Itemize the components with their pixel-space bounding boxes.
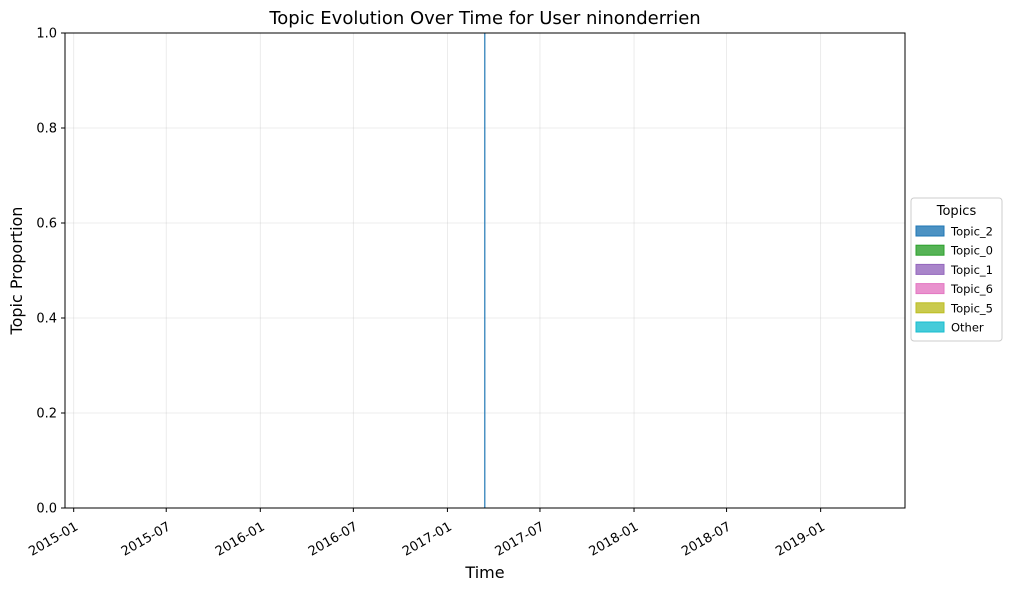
legend-label-topic_1: Topic_1 [950, 263, 993, 277]
y-tick-label: 1.0 [36, 27, 57, 42]
x-tick-label: 2016-01 [213, 519, 268, 559]
x-tick-label: 2019-01 [773, 519, 828, 559]
x-tick-label: 2017-07 [493, 519, 548, 559]
legend-swatch-topic_5 [915, 302, 945, 314]
x-tick-label: 2015-07 [119, 519, 174, 559]
legend-swatch-topic_1 [915, 263, 945, 275]
y-tick-label: 0.2 [36, 407, 57, 422]
y-tick-label: 0.6 [36, 217, 57, 232]
legend-swatch-other [915, 321, 945, 333]
chart-title: Topic Evolution Over Time for User ninon… [268, 8, 700, 29]
y-tick-label: 0.0 [36, 502, 57, 517]
x-tick-label: 2018-01 [587, 519, 642, 559]
y-tick-label: 0.8 [36, 122, 57, 137]
x-tick-label: 2015-01 [26, 519, 81, 559]
legend-swatch-topic_6 [915, 283, 945, 295]
y-axis-label: Topic Proportion [7, 207, 26, 336]
legend-label-topic_0: Topic_0 [950, 244, 993, 258]
legend-label-topic_5: Topic_5 [950, 301, 993, 315]
legend: Topics Topic_2 Topic_0 Topic_1 Topic_6 Topic… [910, 197, 1003, 342]
x-tick-label: 2017-01 [400, 519, 455, 559]
axis-ticks: 2015-01 2015-07 2016-01 2016-07 2017-01 2017-… [26, 27, 828, 560]
plot-frame [64, 32, 906, 509]
legend-label-topic_6: Topic_6 [950, 282, 993, 296]
legend-swatch-topic_2 [915, 225, 945, 237]
x-tick-label: 2016-07 [306, 519, 361, 559]
y-tick-label: 0.4 [36, 312, 57, 327]
x-axis-label: Time [464, 563, 504, 582]
x-tick-label: 2018-07 [679, 519, 734, 559]
legend-label-topic_2: Topic_2 [950, 225, 993, 239]
legend-swatch-topic_0 [915, 244, 945, 256]
legend-title: Topics [936, 204, 977, 219]
legend-label-other: Other [951, 321, 984, 335]
